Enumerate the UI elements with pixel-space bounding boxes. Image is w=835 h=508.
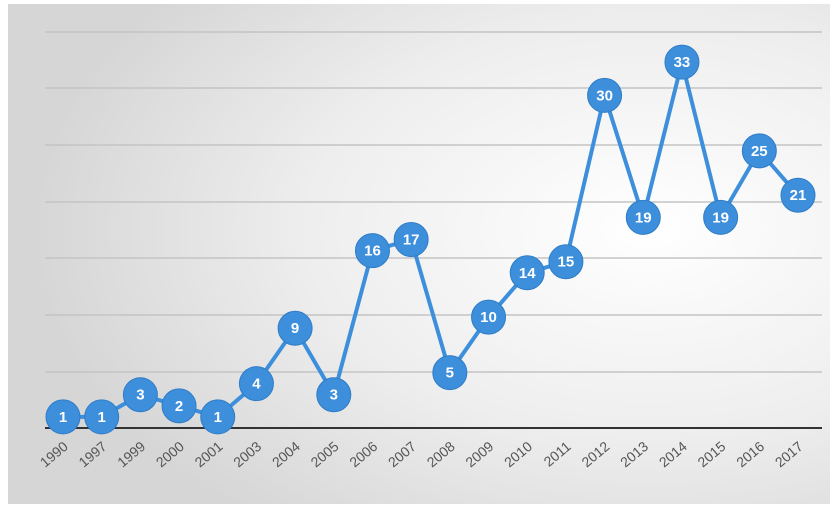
data-label: 33 xyxy=(674,54,691,71)
data-label: 5 xyxy=(446,365,454,382)
data-point xyxy=(471,299,507,335)
data-point xyxy=(432,355,468,391)
data-label: 25 xyxy=(751,143,768,160)
data-point xyxy=(122,377,158,413)
data-label: 4 xyxy=(252,376,261,393)
data-point xyxy=(587,77,623,113)
data-point xyxy=(548,244,584,280)
data-point xyxy=(393,222,429,258)
data-label: 2 xyxy=(175,398,183,415)
data-label: 19 xyxy=(712,209,729,226)
data-point xyxy=(316,377,352,413)
data-label: 3 xyxy=(330,387,338,404)
data-point xyxy=(625,199,661,235)
data-point xyxy=(780,177,816,213)
data-point xyxy=(703,199,739,235)
data-label: 19 xyxy=(635,209,652,226)
data-label: 15 xyxy=(558,254,575,271)
data-point xyxy=(161,388,197,424)
data-label: 30 xyxy=(596,87,613,104)
data-label: 21 xyxy=(790,187,807,204)
data-label: 1 xyxy=(98,409,106,426)
data-label: 9 xyxy=(291,320,299,337)
data-label: 3 xyxy=(136,387,144,404)
data-point xyxy=(84,399,120,435)
data-label: 14 xyxy=(519,265,536,282)
data-point xyxy=(238,366,274,402)
data-point xyxy=(741,133,777,169)
data-label: 17 xyxy=(403,232,420,249)
data-point xyxy=(277,310,313,346)
data-point xyxy=(509,255,545,291)
data-point xyxy=(200,399,236,435)
data-label: 16 xyxy=(364,243,381,260)
data-label: 1 xyxy=(59,409,67,426)
data-point xyxy=(45,399,81,435)
data-point xyxy=(354,233,390,269)
data-point xyxy=(664,44,700,80)
data-label: 1 xyxy=(214,409,222,426)
data-label: 10 xyxy=(480,309,497,326)
